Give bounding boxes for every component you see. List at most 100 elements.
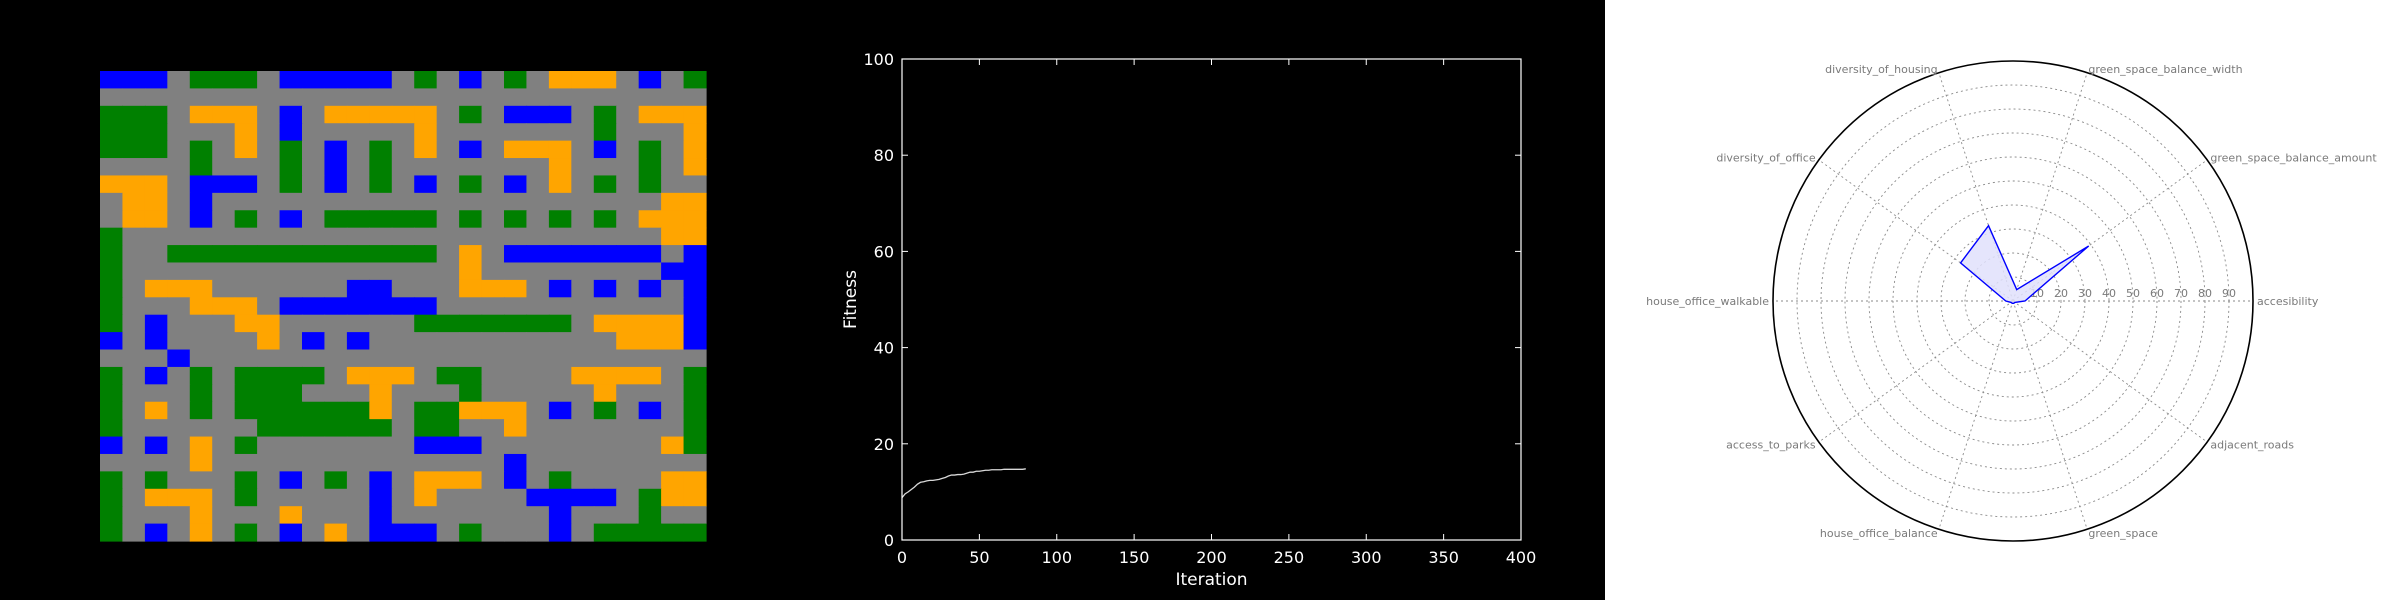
road-cell — [548, 192, 572, 211]
road-cell — [571, 436, 595, 455]
office-cell — [548, 105, 572, 124]
road-cell — [661, 123, 685, 142]
green-space-cell — [100, 140, 124, 159]
road-cell — [257, 123, 281, 142]
housing-cell — [683, 123, 707, 142]
housing-cell — [212, 297, 236, 316]
road-cell — [122, 506, 146, 525]
road-cell — [526, 332, 550, 351]
fitness-line-chart: 0 50 100 150 200 250 300 350 400 0 20 40 60 80 100 Ite… — [841, 50, 1536, 590]
road-cell — [526, 401, 550, 420]
road-cell — [481, 453, 505, 472]
road-cell — [324, 366, 348, 385]
road-cell — [122, 453, 146, 472]
road-cell — [436, 175, 460, 194]
road-cell — [414, 384, 438, 403]
road-cell — [504, 192, 528, 211]
housing-cell — [144, 488, 168, 507]
housing-cell — [234, 297, 258, 316]
road-cell — [302, 140, 326, 159]
green-space-cell — [638, 488, 662, 507]
road-cell — [526, 158, 550, 177]
road-cell — [526, 210, 550, 229]
green-space-cell — [302, 245, 326, 264]
road-cell — [279, 453, 303, 472]
road-cell — [616, 140, 640, 159]
road-cell — [526, 227, 550, 246]
road-cell — [593, 192, 617, 211]
housing-cell — [638, 314, 662, 333]
road-cell — [144, 227, 168, 246]
office-cell — [324, 175, 348, 194]
road-cell — [526, 471, 550, 490]
road-cell — [436, 158, 460, 177]
road-cell — [391, 262, 415, 281]
radar-background — [1605, 0, 2400, 600]
road-cell — [144, 262, 168, 281]
road-cell — [346, 262, 370, 281]
road-cell — [638, 453, 662, 472]
road-cell — [257, 227, 281, 246]
radar-radius-label: 50 — [2126, 287, 2140, 300]
office-cell — [526, 488, 550, 507]
road-cell — [167, 523, 191, 542]
office-cell — [369, 523, 393, 542]
housing-cell — [593, 314, 617, 333]
road-cell — [279, 488, 303, 507]
road-cell — [571, 140, 595, 159]
road-cell — [234, 158, 258, 177]
housing-cell — [144, 279, 168, 298]
road-cell — [167, 88, 191, 107]
housing-cell — [481, 401, 505, 420]
green-space-cell — [189, 401, 213, 420]
road-cell — [593, 506, 617, 525]
housing-cell — [661, 332, 685, 351]
road-cell — [638, 262, 662, 281]
housing-cell — [122, 192, 146, 211]
road-cell — [144, 158, 168, 177]
road-cell — [661, 245, 685, 264]
road-cell — [481, 332, 505, 351]
green-space-cell — [234, 366, 258, 385]
green-space-cell — [459, 210, 483, 229]
road-cell — [391, 506, 415, 525]
housing-cell — [548, 140, 572, 159]
road-cell — [122, 227, 146, 246]
green-space-cell — [683, 366, 707, 385]
green-space-cell — [257, 384, 281, 403]
road-cell — [593, 262, 617, 281]
office-cell — [504, 453, 528, 472]
housing-cell — [189, 506, 213, 525]
green-space-cell — [257, 366, 281, 385]
road-cell — [167, 419, 191, 438]
green-space-cell — [638, 506, 662, 525]
green-space-cell — [167, 245, 191, 264]
road-cell — [257, 523, 281, 542]
road-cell — [436, 262, 460, 281]
housing-cell — [638, 105, 662, 124]
housing-cell — [459, 262, 483, 281]
road-cell — [481, 123, 505, 142]
housing-cell — [279, 506, 303, 525]
road-cell — [346, 523, 370, 542]
office-cell — [279, 105, 303, 124]
green-space-cell — [683, 384, 707, 403]
road-cell — [616, 158, 640, 177]
road-cell — [414, 88, 438, 107]
road-cell — [436, 192, 460, 211]
road-cell — [436, 71, 460, 90]
road-cell — [661, 419, 685, 438]
housing-cell — [234, 140, 258, 159]
green-space-cell — [279, 384, 303, 403]
road-cell — [324, 314, 348, 333]
green-space-cell — [100, 227, 124, 246]
road-cell — [167, 123, 191, 142]
green-space-cell — [100, 366, 124, 385]
road-cell — [481, 419, 505, 438]
road-cell — [548, 297, 572, 316]
road-cell — [279, 349, 303, 368]
road-cell — [504, 436, 528, 455]
radar-series-line — [1959, 224, 2090, 304]
green-space-cell — [100, 297, 124, 316]
road-cell — [167, 366, 191, 385]
